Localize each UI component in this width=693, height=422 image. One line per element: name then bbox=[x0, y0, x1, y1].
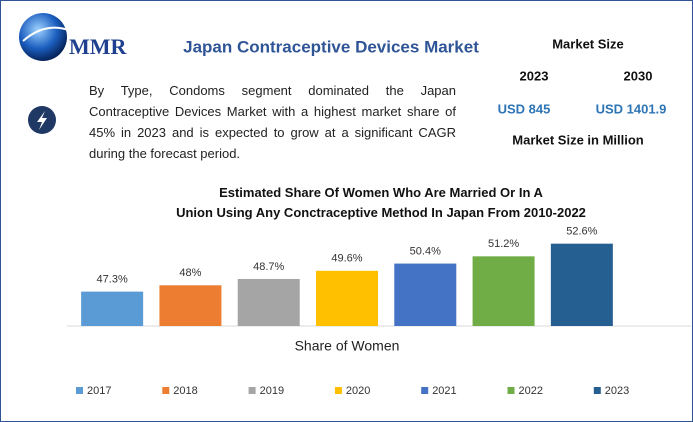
value-label: 51.2% bbox=[488, 238, 519, 250]
legend-swatch bbox=[507, 387, 515, 394]
legend-label: 2019 bbox=[260, 385, 284, 397]
bar bbox=[472, 256, 535, 326]
bar bbox=[237, 278, 300, 326]
value-label: 48% bbox=[179, 267, 201, 279]
page-title: Japan Contraceptive Devices Market bbox=[183, 37, 479, 56]
bar bbox=[550, 243, 613, 326]
logo-globe bbox=[19, 13, 67, 61]
value-label: 49.6% bbox=[331, 253, 362, 265]
market-value: USD 1401.9 bbox=[596, 101, 667, 116]
legend-swatch bbox=[76, 387, 83, 394]
chart-title: Estimated Share Of Women Who Are Married… bbox=[176, 185, 586, 220]
bar bbox=[159, 285, 222, 326]
x-axis-label: Share of Women bbox=[295, 338, 400, 354]
value-label: 52.6% bbox=[566, 226, 597, 238]
value-label: 48.7% bbox=[253, 261, 284, 273]
logo-text: MMR bbox=[69, 34, 128, 59]
value-label: 47.3% bbox=[97, 274, 128, 286]
legend-label: 2020 bbox=[346, 385, 370, 397]
year: 2023 bbox=[520, 68, 549, 83]
value-label: 50.4% bbox=[410, 245, 441, 257]
legend-swatch bbox=[421, 387, 429, 394]
legend-label: 2017 bbox=[87, 385, 111, 397]
icon-bolt bbox=[37, 111, 47, 130]
market-unit: Market Size in Million bbox=[512, 132, 644, 147]
legend-label: 2022 bbox=[519, 385, 543, 397]
bar bbox=[316, 270, 378, 326]
legend-label: 2021 bbox=[432, 385, 456, 397]
market-value: USD 845 bbox=[498, 101, 551, 116]
market-size-title: Market Size bbox=[552, 36, 624, 51]
logo-swoosh bbox=[22, 26, 72, 42]
year: 2030 bbox=[624, 68, 653, 83]
description: By Type, Condoms segment dominated the J… bbox=[89, 83, 456, 161]
legend-swatch bbox=[334, 387, 342, 394]
legend-label: 2023 bbox=[605, 385, 629, 397]
legend-swatch bbox=[593, 387, 601, 394]
legend-swatch bbox=[162, 387, 170, 394]
legend-swatch bbox=[248, 387, 256, 394]
bar bbox=[394, 263, 457, 326]
legend-label: 2018 bbox=[173, 385, 197, 397]
bar bbox=[81, 291, 144, 326]
